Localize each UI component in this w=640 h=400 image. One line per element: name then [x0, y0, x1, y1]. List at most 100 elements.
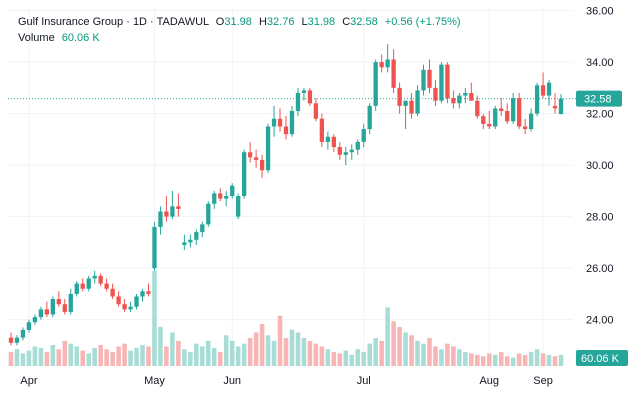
candle-body	[343, 152, 348, 155]
volume-bar	[307, 340, 313, 366]
candle-body	[188, 239, 193, 243]
volume-bar	[427, 338, 432, 366]
y-tick-label: 24.00	[586, 315, 614, 327]
candle-body	[146, 291, 151, 294]
volume-bar	[50, 345, 56, 366]
candle-body	[505, 111, 510, 122]
grid-lines	[8, 8, 572, 366]
volume-bar	[379, 340, 384, 366]
close-label: C	[342, 16, 351, 28]
volume-bar	[451, 346, 456, 366]
candle-body	[86, 278, 91, 289]
candle-body	[367, 105, 372, 130]
candle-body	[427, 69, 432, 88]
candle-body	[26, 322, 32, 330]
candle-body	[511, 98, 516, 122]
volume-bar	[140, 345, 145, 366]
volume-bar	[206, 340, 211, 366]
volume-bar	[343, 350, 349, 366]
volume-value: 60.06 K	[61, 32, 100, 44]
volume-bar	[128, 350, 133, 366]
candle-body	[319, 118, 325, 142]
candle-body	[475, 100, 480, 117]
volume-bar	[504, 356, 510, 366]
candle-body	[14, 337, 20, 343]
volume-badge-label: 60.06 K	[581, 353, 620, 365]
candle-body	[469, 92, 474, 101]
volume-bar	[469, 353, 474, 366]
volume-bar	[122, 343, 127, 366]
volume-bar	[475, 354, 480, 366]
volume-bar	[92, 347, 97, 366]
volume-bar	[20, 353, 26, 366]
candle-body	[259, 159, 265, 171]
candle-body	[241, 152, 247, 197]
volume-bar	[486, 353, 492, 366]
candle-body	[98, 275, 103, 284]
candle-body	[295, 92, 301, 112]
candle-body	[110, 288, 115, 297]
candle-body	[134, 296, 139, 307]
x-tick-label: Jun	[223, 375, 241, 387]
volume-bar	[235, 346, 241, 366]
x-tick-label: Aug	[479, 375, 499, 387]
candle-body	[493, 108, 498, 127]
volume-bar	[391, 321, 396, 366]
candle-body	[433, 87, 438, 101]
symbol-title: Gulf Insurance Group · 1D · TADAWUL	[18, 16, 209, 28]
candle-body	[355, 141, 360, 150]
y-tick-label: 28.00	[586, 212, 614, 224]
volume-bar	[74, 346, 80, 366]
candle-body	[206, 203, 211, 225]
candle-body	[445, 64, 450, 99]
volume-bar	[32, 346, 38, 366]
candle-body	[56, 299, 61, 305]
candle-body	[140, 291, 145, 297]
candle-body	[540, 85, 546, 96]
candle-body	[122, 304, 127, 310]
candle-body	[212, 193, 217, 204]
volume-bar	[463, 352, 468, 366]
low-label: L	[301, 16, 308, 28]
volume-bar	[439, 349, 444, 366]
candle-body	[349, 149, 354, 153]
volume-bar	[403, 332, 408, 366]
candle-body	[528, 113, 534, 130]
candle-body	[164, 211, 169, 217]
candle-body	[313, 103, 319, 119]
candle-body	[218, 193, 223, 199]
candle-body	[403, 100, 408, 106]
candle-body	[415, 90, 420, 114]
high-label: H	[258, 16, 267, 28]
candle-body	[152, 226, 157, 269]
candle-body	[558, 98, 564, 115]
low-value: 31.98	[307, 16, 336, 28]
candle-body	[385, 59, 390, 68]
y-tick-label: 30.00	[586, 160, 614, 172]
candle-body	[80, 283, 85, 289]
candle-body	[451, 98, 456, 104]
candle-body	[421, 69, 426, 91]
candle-body	[68, 293, 73, 312]
volume-bar	[44, 352, 50, 366]
high-value: 32.76	[266, 16, 295, 28]
volume-bar	[510, 357, 516, 366]
candle-body	[325, 136, 331, 142]
volume-bar	[14, 349, 20, 366]
candle-body	[499, 108, 504, 112]
candle-body	[224, 196, 229, 199]
volume-bar	[546, 354, 552, 366]
volume-bar	[223, 335, 229, 366]
x-tick-label: Apr	[20, 375, 37, 387]
candle-body	[391, 59, 396, 88]
volume-bar	[295, 332, 301, 366]
candle-body	[50, 299, 55, 315]
candle-body	[176, 206, 181, 209]
x-tick-label: Sep	[533, 375, 553, 387]
last-price-label: 32.58	[584, 94, 612, 106]
volume-bar	[200, 346, 205, 366]
volume-bar	[397, 326, 402, 366]
candle-body	[200, 224, 205, 233]
candle-body	[32, 317, 38, 323]
